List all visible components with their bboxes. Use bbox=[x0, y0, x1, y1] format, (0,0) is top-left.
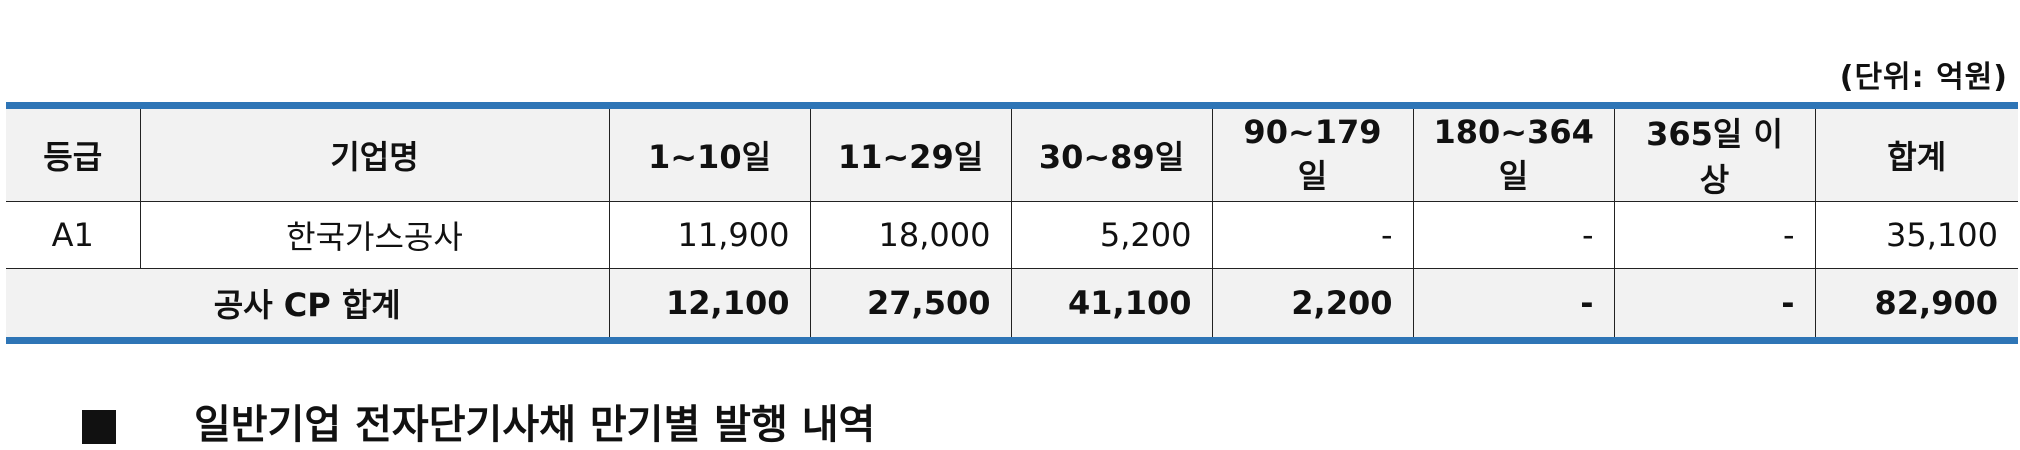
total-value: - bbox=[1613, 268, 1816, 337]
header-grade: 등급 bbox=[6, 109, 141, 202]
square-bullet-icon bbox=[82, 410, 116, 444]
total-value: 12,100 bbox=[608, 268, 811, 337]
table-total-row: 공사 CP 합계 12,100 27,500 41,100 2,200 - - … bbox=[6, 268, 2018, 337]
section-heading: 일반기업 전자단기사채 만기별 발행 내역 bbox=[82, 392, 875, 450]
header-company: 기업명 bbox=[139, 109, 610, 202]
unit-note: (단위: 억원) bbox=[1839, 60, 2008, 95]
header-11-29-days: 11~29일 bbox=[809, 109, 1012, 202]
cell-total: 35,100 bbox=[1814, 201, 2018, 269]
cell-value: 5,200 bbox=[1010, 201, 1213, 269]
header-30-89-days: 30~89일 bbox=[1010, 109, 1213, 202]
cp-maturity-table: 등급 기업명 1~10일 11~29일 30~89일 90~179일 180~3… bbox=[6, 102, 2018, 344]
grand-total: 82,900 bbox=[1814, 268, 2018, 337]
cell-value: 18,000 bbox=[809, 201, 1012, 269]
section-heading-text: 일반기업 전자단기사채 만기별 발행 내역 bbox=[194, 402, 876, 448]
header-90-179-days: 90~179일 bbox=[1211, 109, 1414, 202]
cell-company: 한국가스공사 bbox=[139, 201, 610, 269]
cell-value: - bbox=[1613, 201, 1816, 269]
table-header-row: 등급 기업명 1~10일 11~29일 30~89일 90~179일 180~3… bbox=[6, 109, 2018, 202]
cell-grade: A1 bbox=[6, 201, 141, 269]
cell-value: - bbox=[1211, 201, 1414, 269]
total-value: 41,100 bbox=[1010, 268, 1213, 337]
total-label: 공사 CP 합계 bbox=[6, 268, 610, 337]
header-1-10-days: 1~10일 bbox=[608, 109, 811, 202]
total-value: 27,500 bbox=[809, 268, 1012, 337]
cell-value: - bbox=[1412, 201, 1615, 269]
total-value: - bbox=[1412, 268, 1615, 337]
table-row: A1 한국가스공사 11,900 18,000 5,200 - - - 35,1… bbox=[6, 201, 2018, 269]
header-180-364-days: 180~364일 bbox=[1412, 109, 1615, 202]
header-365-plus-days: 365일 이상 bbox=[1613, 109, 1816, 202]
data-table: 등급 기업명 1~10일 11~29일 30~89일 90~179일 180~3… bbox=[6, 109, 2018, 337]
header-total: 합계 bbox=[1814, 109, 2018, 202]
total-value: 2,200 bbox=[1211, 268, 1414, 337]
cell-value: 11,900 bbox=[608, 201, 811, 269]
